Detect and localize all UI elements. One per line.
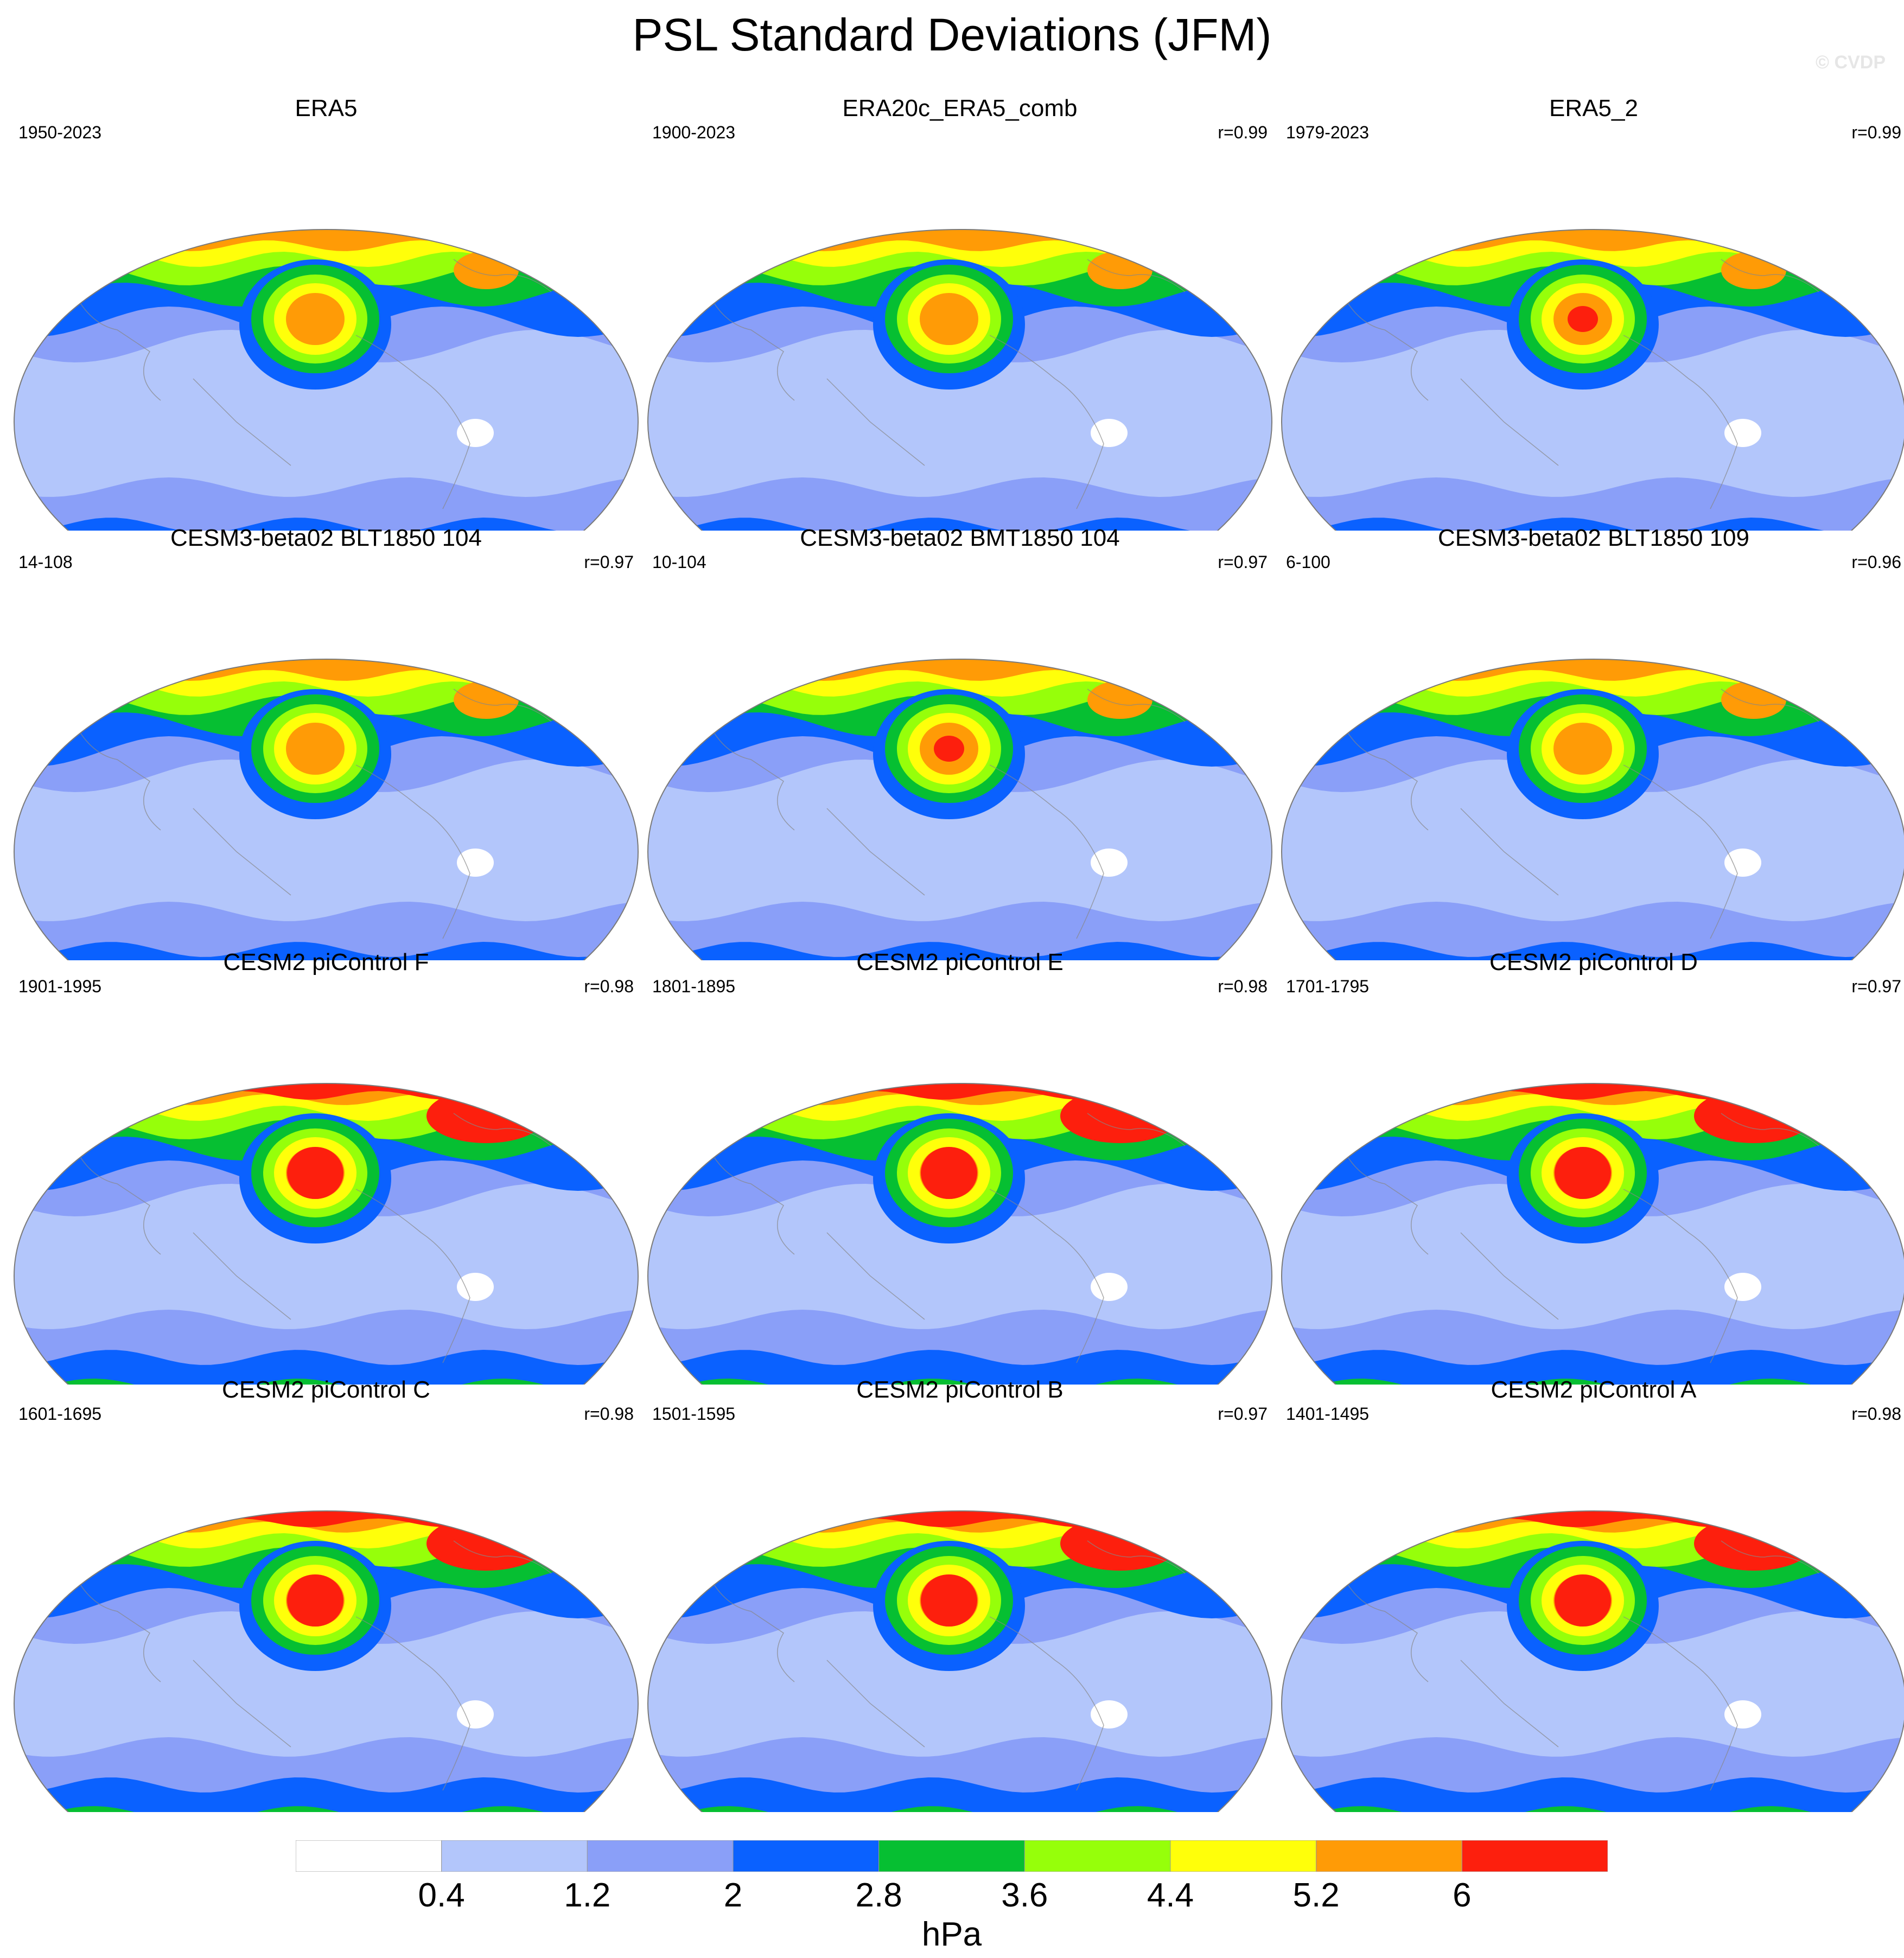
panel-period: 1601-1695	[18, 1404, 102, 1424]
colorbar-tick-label: 3.6	[1001, 1877, 1048, 1914]
panel-correlation: r=0.98	[584, 1404, 634, 1424]
map-panel: ERA20c_ERA5_comb 1900-2023 r=0.99	[642, 97, 1277, 531]
colorbar-swatch	[878, 1840, 1025, 1872]
colorbar-swatch	[733, 1840, 880, 1872]
map-panel: CESM3-beta02 BLT1850 109 6-100 r=0.96	[1276, 526, 1904, 960]
panel-period: 1900-2023	[652, 123, 736, 142]
panel-correlation: r=0.96	[1851, 552, 1901, 572]
panel-period: 1501-1595	[652, 1404, 736, 1424]
panel-period: 1979-2023	[1286, 123, 1370, 142]
map-panel: CESM2 piControl C 1601-1695 r=0.98	[9, 1378, 644, 1812]
panel-correlation: r=0.99	[1851, 123, 1901, 142]
colorbar	[296, 1840, 1608, 1872]
panel-title: CESM2 piControl E	[856, 949, 1064, 975]
panel-period: 1401-1495	[1286, 1404, 1370, 1424]
panel-title: CESM2 piControl F	[223, 949, 429, 975]
psl-stddev-map	[14, 229, 639, 531]
psl-stddev-map	[14, 1083, 639, 1385]
panel-correlation: r=0.97	[1851, 977, 1901, 996]
cvdp-credit: © CVDP	[1816, 52, 1886, 73]
panel-period: 1950-2023	[18, 123, 102, 142]
panel-title: ERA20c_ERA5_comb	[842, 95, 1078, 122]
panel-correlation: r=0.97	[1218, 1404, 1268, 1424]
colorbar-units: hPa	[921, 1916, 982, 1953]
colorbar-swatch	[296, 1840, 442, 1872]
panel-correlation: r=0.98	[584, 977, 634, 996]
map-panel: CESM2 piControl D 1701-1795 r=0.97	[1276, 951, 1904, 1385]
psl-stddev-map	[647, 1083, 1272, 1385]
figure-title: PSL Standard Deviations (JFM)	[632, 9, 1272, 60]
psl-stddev-map	[647, 229, 1272, 531]
panel-title: CESM2 piControl C	[222, 1376, 430, 1403]
map-panel: CESM2 piControl F 1901-1995 r=0.98	[9, 951, 644, 1385]
colorbar-swatch	[1024, 1840, 1171, 1872]
map-panel: CESM3-beta02 BMT1850 104 10-104 r=0.97	[642, 526, 1277, 960]
colorbar-tick-label: 4.4	[1147, 1877, 1194, 1914]
panel-title: ERA5	[295, 95, 358, 122]
map-panel: CESM3-beta02 BLT1850 104 14-108 r=0.97	[9, 526, 644, 960]
panel-period: 10-104	[652, 552, 706, 572]
panel-title: CESM3-beta02 BMT1850 104	[800, 525, 1120, 551]
panel-correlation: r=0.97	[1218, 552, 1268, 572]
colorbar-swatch	[441, 1840, 588, 1872]
colorbar-swatch	[1170, 1840, 1317, 1872]
map-panel: ERA5_2 1979-2023 r=0.99	[1276, 97, 1904, 531]
panel-period: 1701-1795	[1286, 977, 1370, 996]
panel-period: 1901-1995	[18, 977, 102, 996]
map-panel: ERA5 1950-2023	[9, 97, 644, 531]
colorbar-swatch	[587, 1840, 734, 1872]
psl-stddev-map	[1281, 1083, 1904, 1385]
psl-stddev-map	[647, 659, 1272, 960]
map-panel: CESM2 piControl E 1801-1895 r=0.98	[642, 951, 1277, 1385]
colorbar-swatch	[1461, 1840, 1608, 1872]
panel-title: CESM2 piControl D	[1489, 949, 1698, 975]
psl-stddev-map	[1281, 1510, 1904, 1812]
colorbar-tick-label: 0.4	[418, 1877, 465, 1914]
psl-stddev-map	[14, 659, 639, 960]
panel-period: 14-108	[18, 552, 73, 572]
psl-stddev-map	[647, 1510, 1272, 1812]
panel-title: ERA5_2	[1549, 95, 1638, 122]
colorbar-tick-label: 1.2	[564, 1877, 611, 1914]
panel-title: CESM2 piControl B	[856, 1376, 1064, 1403]
map-panel: CESM2 piControl B 1501-1595 r=0.97	[642, 1378, 1277, 1812]
panel-correlation: r=0.99	[1218, 123, 1268, 142]
panel-period: 1801-1895	[652, 977, 736, 996]
panel-title: CESM2 piControl A	[1491, 1376, 1697, 1403]
psl-stddev-map	[14, 1510, 639, 1812]
colorbar-tick-label: 5.2	[1292, 1877, 1340, 1914]
colorbar-swatch	[1316, 1840, 1462, 1872]
panel-title: CESM3-beta02 BLT1850 104	[170, 525, 482, 551]
panel-correlation: r=0.98	[1851, 1404, 1901, 1424]
panel-title: CESM3-beta02 BLT1850 109	[1438, 525, 1749, 551]
colorbar-tick-label: 2	[723, 1877, 743, 1914]
panel-correlation: r=0.97	[584, 552, 634, 572]
colorbar-tick-label: 2.8	[855, 1877, 902, 1914]
psl-stddev-map	[1281, 229, 1904, 531]
panel-correlation: r=0.98	[1218, 977, 1268, 996]
colorbar-tick-label: 6	[1453, 1877, 1472, 1914]
panel-period: 6-100	[1286, 552, 1330, 572]
psl-stddev-map	[1281, 659, 1904, 960]
map-panel: CESM2 piControl A 1401-1495 r=0.98	[1276, 1378, 1904, 1812]
